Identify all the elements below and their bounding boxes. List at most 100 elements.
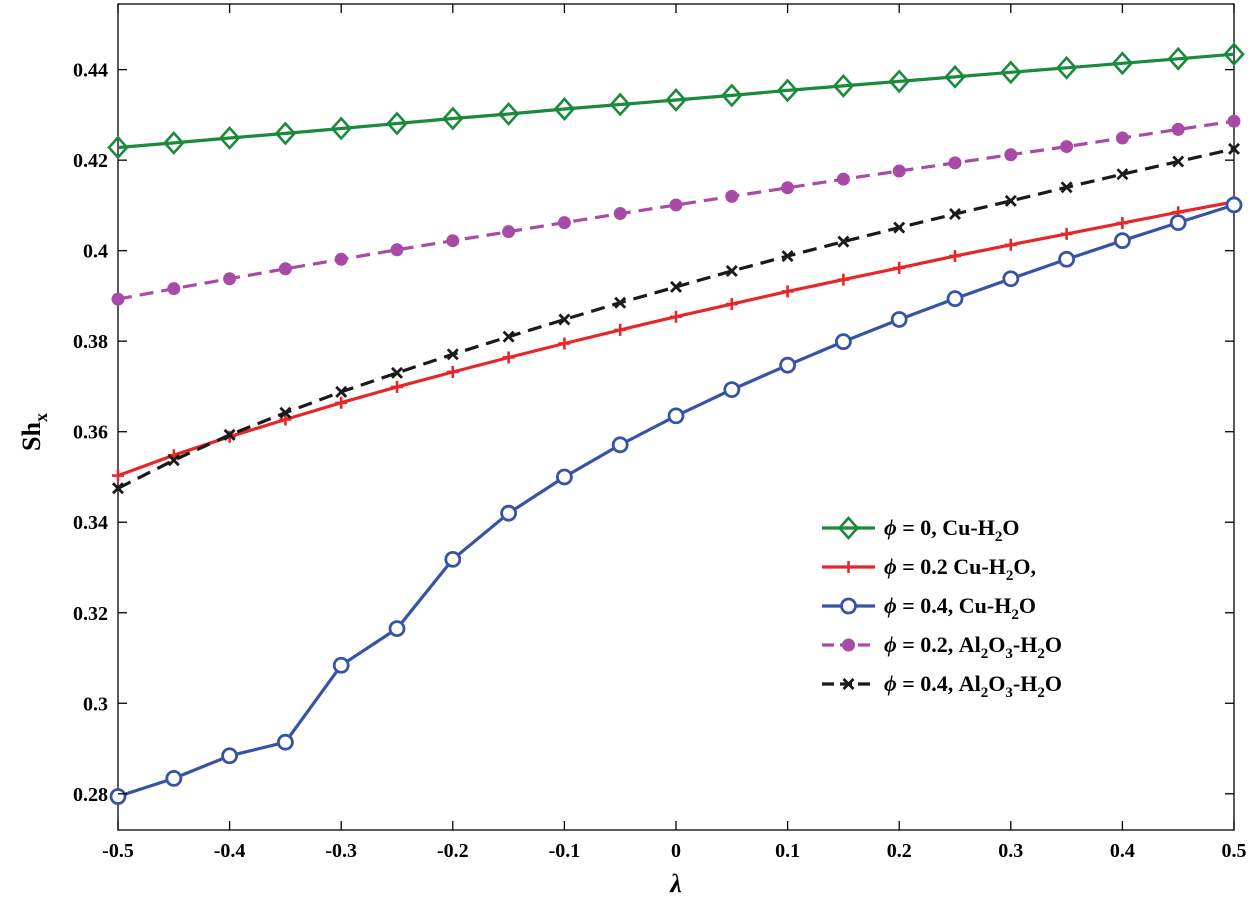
x-tick-label: 0.1 [775,840,800,862]
circle-marker [779,356,796,374]
plus-marker [446,365,459,378]
dot-marker [1115,131,1129,145]
dot-marker [223,272,237,286]
legend: ϕ = 0, Cu-H2O ϕ = 0.2 Cu-H2O, ϕ = 0.4, Cu-… [822,515,1062,701]
circle-marker [165,770,183,787]
legend-item: ϕ = 0, Cu-H2O [822,515,1019,545]
circle-marker [276,733,294,751]
plus-marker [1060,227,1073,240]
x-tick-label: 0.4 [1110,840,1135,862]
dot-marker [167,282,181,296]
x-tick-label: -0.2 [437,840,469,862]
axis-ticks: -0.5 -0.4 -0.3 -0.2 -0.1 0 0.1 0.2 0.3 0.4 0.5 0.28… [73,4,1247,862]
dot-marker [1060,140,1074,154]
x-marker [1228,142,1240,155]
x-tick-label: 0 [671,840,681,862]
series-line [117,52,1235,150]
dot-marker [948,156,962,170]
diamond-marker [1000,60,1022,85]
series-line [117,200,1235,478]
x-marker [446,348,459,361]
diamond-marker [1167,46,1189,71]
circle-marker [556,468,573,486]
circle-marker [890,311,908,328]
diamond-marker [274,121,297,146]
y-tick-label: 0.28 [73,784,108,806]
legend-label: ϕ = 0.4, Al2O3-H2O [884,671,1062,701]
dot-marker [842,638,855,652]
x-tick-label: 0.2 [887,840,912,862]
y-tick-label: 0.32 [73,603,108,625]
legend-label: ϕ = 0.4, Cu-H2O [884,593,1036,623]
plus-marker [335,396,348,409]
plus-marker [670,310,682,323]
x-marker [502,330,515,343]
plus-marker [1116,217,1129,230]
diamond-marker [665,88,687,112]
plus-marker [842,561,855,573]
x-marker [279,406,292,419]
diamond-marker [609,92,631,117]
diamond-marker [163,131,185,155]
diamond-marker [837,516,860,540]
x-marker [112,482,124,495]
plus-marker [1004,238,1017,251]
legend-item: ϕ = 0.4, Cu-H2O [822,593,1036,623]
circle-marker [946,290,964,308]
diamond-marker [888,69,910,94]
x-marker [949,208,961,220]
dot-marker [892,164,906,178]
series-line [117,119,1235,301]
y-tick-label: 0.34 [73,512,108,534]
circle-marker [835,333,852,351]
plus-marker [837,273,850,286]
circle-marker [1114,232,1131,250]
dot-marker [390,243,404,257]
y-tick-label: 0.4 [83,241,108,263]
dot-marker [1227,114,1241,128]
legend-label: ϕ = 0.2 Cu-H2O, [884,554,1036,584]
diamond-marker [1055,55,1078,80]
legend-item: ϕ = 0.2, Al2O3-H2O [822,632,1062,662]
dot-marker [669,198,683,212]
x-tick-label: -0.3 [325,840,357,862]
dot-marker [1171,122,1185,136]
plus-marker [502,351,515,364]
circle-marker [332,656,350,674]
circle-marker [444,550,462,568]
diamond-marker [1223,42,1245,67]
circle-marker [1058,250,1075,268]
dot-marker [111,292,125,306]
y-axis-label-main: Sh [17,422,46,451]
y-tick-label: 0.38 [73,331,108,353]
series-1 [107,42,1245,160]
series-line [117,203,1235,799]
dot-marker [613,207,627,221]
axis-labels: λ Shx [17,413,682,898]
dot-marker [557,216,571,230]
diamond-marker [386,111,408,136]
diamond-marker [832,73,855,98]
circle-marker [840,597,857,615]
dot-marker [836,172,850,186]
y-tick-label: 0.36 [73,422,108,444]
x-marker [842,678,855,690]
x-marker [725,265,738,278]
x-tick-label: -0.1 [549,840,581,862]
dot-marker [334,252,348,266]
x-tick-label: -0.5 [102,840,134,862]
plus-marker [949,250,961,263]
circle-marker [611,436,629,454]
plus-marker [112,469,124,482]
plus-marker [614,323,627,336]
x-marker [1060,181,1073,194]
diamond-marker [776,78,799,103]
dot-marker [278,262,292,276]
y-tick-label: 0.3 [83,693,108,715]
series-4 [111,114,1241,306]
circle-marker [388,620,406,637]
y-axis-label-subscript: x [31,413,51,422]
x-marker [558,313,571,326]
x-tick-label: 0.5 [1222,840,1247,862]
y-axis-label: Shx [17,413,51,451]
